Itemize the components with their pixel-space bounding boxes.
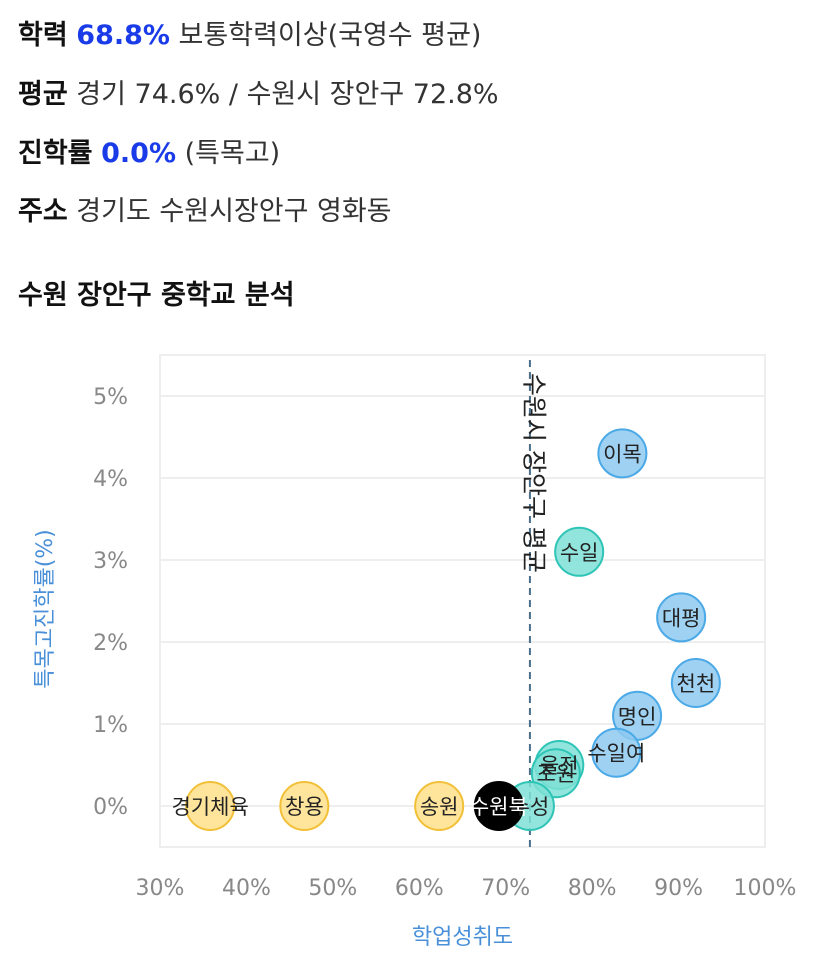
x-tick-label: 40% (222, 876, 271, 901)
x-tick-label: 90% (654, 876, 703, 901)
school-label: 율전 (540, 754, 579, 778)
school-label: 천천 (677, 672, 716, 696)
scatter-chart: 0% 1% 2% 3% 4% 5% 30% 40% 50% 60% 70% 80% 90% 100% 학업성… (0, 340, 827, 954)
advancement-line: 진학률 0.0% (특목고) (18, 134, 280, 174)
school-point (670, 658, 721, 708)
average-reference-label: 수원시 장안구 평균 (519, 373, 548, 573)
x-tick-label: 50% (308, 876, 357, 901)
school-point (530, 748, 581, 799)
school-point (279, 781, 330, 831)
y-tick-label: 5% (93, 385, 128, 410)
plot-frame (159, 354, 766, 848)
average-text: 경기 74.6% / 수원시 장안구 72.8% (76, 79, 499, 110)
y-axis-label: 특목고진학률(%) (33, 529, 58, 689)
school-label: 송원 (420, 795, 459, 819)
school-label: 이목 (603, 442, 642, 466)
academic-label: 학력 (18, 20, 68, 51)
x-tick-label: 30% (136, 876, 185, 901)
y-tick-label: 2% (93, 631, 128, 656)
academic-line: 학력 68.8% 보통학력이상(국영수 평균) (18, 16, 481, 56)
academic-value: 68.8% (76, 20, 170, 51)
advancement-value: 0.0% (101, 138, 177, 169)
address-label: 주소 (18, 196, 68, 227)
y-tick-label: 4% (93, 467, 128, 492)
school-label: 수성 (511, 795, 550, 819)
section-title: 수원 장안구 중학교 분석 (18, 280, 295, 311)
y-tick-label: 0% (93, 795, 128, 820)
x-axis-label: 학업성취도 (412, 925, 513, 950)
school-label: 수일여 (587, 742, 645, 766)
x-tick-label: 80% (568, 876, 617, 901)
school-label: 수일 (560, 541, 599, 565)
school-point (591, 727, 642, 778)
advancement-label: 진학률 (18, 138, 93, 169)
y-tick-label: 1% (93, 713, 128, 738)
x-tick-label: 100% (734, 876, 797, 901)
y-tick-label: 3% (93, 549, 128, 574)
average-line: 평균 경기 74.6% / 수원시 장안구 72.8% (18, 75, 499, 115)
school-label: 창용 (285, 795, 324, 819)
school-point (185, 781, 236, 831)
school-point (597, 428, 648, 479)
average-label: 평균 (18, 79, 68, 110)
academic-suffix: 보통학력이상(국영수 평균) (178, 20, 482, 51)
school-label: 대평 (662, 606, 701, 630)
school-label: 명인 (618, 705, 657, 729)
advancement-suffix: (특목고) (184, 138, 281, 169)
school-point (473, 781, 524, 831)
school-label: 경기체육 (171, 795, 248, 819)
chart-svg: 0% 1% 2% 3% 4% 5% 30% 40% 50% 60% 70% 80% 90% 100% 학업성… (33, 354, 797, 950)
x-tick-label: 60% (395, 876, 444, 901)
school-label: 수원북 (470, 795, 528, 819)
address-text: 경기도 수원시장안구 영화동 (76, 196, 392, 227)
x-tick-label: 70% (481, 876, 530, 901)
school-point (554, 526, 605, 577)
address-line: 주소 경기도 수원시장안구 영화동 (18, 192, 392, 232)
school-point (656, 592, 707, 643)
school-point (414, 781, 465, 831)
school-label: 조원 (537, 762, 576, 786)
